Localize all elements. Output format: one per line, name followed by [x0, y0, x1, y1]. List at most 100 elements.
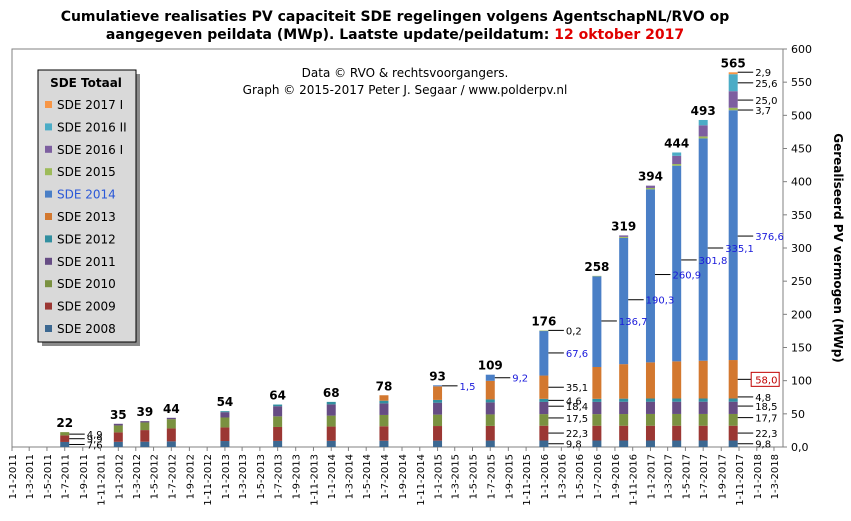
x-tick-label-21: 1-7-2014	[380, 454, 391, 499]
annotation-label-26: 17,7	[755, 414, 777, 425]
bar-segment-14-sde-2016-i	[672, 155, 682, 165]
bar-total-label-16: 565	[721, 56, 746, 70]
bar-segment-13-sde-2013	[645, 362, 655, 399]
legend-label-sde-2016-ii: SDE 2016 II	[57, 120, 127, 134]
annotation-label-27: 22,3	[755, 429, 777, 440]
bar-segment-16-sde-2017-i	[728, 72, 738, 75]
legend-swatch-sde-2010	[45, 280, 52, 288]
bar-segment-2-sde-2010	[140, 422, 150, 431]
bar-total-label-5: 64	[269, 389, 286, 403]
bar-segment-13-sde-2008	[645, 440, 655, 447]
bar-segment-9-sde-2008	[485, 440, 495, 447]
bar-total-label-10: 176	[531, 315, 556, 329]
title-date: 12 oktober 2017	[554, 27, 685, 43]
x-tick-label-0: 1-1-2011	[8, 454, 19, 499]
y-tick-label-1: 50	[791, 408, 805, 421]
bar-segment-5-sde-2011	[273, 406, 283, 417]
bar-segment-1-sde-2009	[113, 432, 123, 442]
bar-segment-16-sde-2009	[728, 425, 738, 441]
y-tick-label-8: 400	[791, 176, 812, 189]
x-tick-label-7: 1-3-2012	[132, 454, 143, 499]
bar-segment-6-sde-2012	[326, 401, 336, 405]
bar-segment-11-sde-2009	[592, 425, 602, 441]
bar-segment-2-sde-2008	[140, 441, 150, 447]
title-line-1: Cumulatieve realisaties PV capaciteit SD…	[60, 9, 730, 25]
bar-total-label-14: 444	[664, 136, 689, 150]
x-axis: 1-1-2011 1-3-2011 1-5-2011 1-7-2011 1-9-2011…	[8, 447, 781, 506]
x-tick-label-23: 1-11-2014	[416, 454, 427, 506]
bar-total-label-13: 394	[638, 170, 663, 184]
bar-segment-3-sde-2010	[166, 419, 176, 429]
annotation-label-13: 136,7	[619, 317, 648, 328]
bar-segment-16-sde-2011	[728, 401, 738, 414]
x-tick-label-12: 1-1-2013	[221, 454, 232, 499]
bar-segment-10-sde-2014	[539, 330, 549, 376]
x-tick-label-11: 1-11-2012	[203, 454, 214, 506]
y-tick-label-11: 550	[791, 76, 812, 89]
bar-total-label-7: 78	[376, 379, 393, 393]
bar-total-label-11: 258	[584, 260, 609, 274]
bar-segment-4-sde-2009	[220, 427, 230, 442]
y-tick-label-12: 600	[791, 43, 812, 56]
legend-swatch-sde-2016-ii	[45, 123, 52, 131]
bar-segment-4-sde-2010	[220, 417, 230, 428]
annotations-group: 4,99,97,6 1,5 9,2 0,2 67,6 35,1 4,618,417,5 22,…	[69, 68, 784, 451]
bar-segment-3-sde-2008	[166, 441, 176, 447]
legend-label-sde-2012: SDE 2012	[57, 232, 116, 246]
bar-total-label-0: 22	[56, 416, 73, 430]
bar-segment-5-sde-2010	[273, 416, 283, 427]
legend-label-sde-2008: SDE 2008	[57, 322, 116, 336]
annotation-label-22: 376,6	[755, 232, 784, 243]
bar-segment-15-sde-2008	[698, 440, 708, 447]
annotation-label-1: 9,9	[87, 435, 103, 446]
bar-segment-7-sde-2012	[379, 400, 389, 404]
annotation-label-20: 25,0	[755, 96, 777, 107]
bar-segment-15-sde-2015	[698, 136, 708, 139]
legend-label-sde-2011: SDE 2011	[57, 255, 116, 269]
legend-swatch-sde-2008	[45, 325, 52, 332]
x-tick-label-10: 1-9-2012	[185, 454, 196, 499]
annotation-label-25: 18,5	[755, 402, 777, 413]
legend-label-sde-2016-i: SDE 2016 I	[57, 143, 123, 157]
bar-segment-3-sde-2011	[166, 417, 176, 420]
legend-swatch-sde-2016-i	[45, 145, 52, 153]
legend-label-sde-2013: SDE 2013	[57, 210, 116, 224]
annotation-label-7: 35,1	[566, 383, 588, 394]
x-tick-label-32: 1-5-2016	[575, 454, 586, 499]
bar-segment-4-sde-2008	[220, 441, 230, 447]
bar-segment-13-sde-2011	[645, 401, 655, 414]
annotation-label-8: 4,6	[566, 396, 582, 407]
bar-segment-6-sde-2009	[326, 426, 336, 441]
x-tick-label-30: 1-1-2016	[540, 454, 551, 499]
bar-segment-8-sde-2008	[433, 440, 443, 447]
bar-segment-10-sde-2010	[539, 414, 549, 426]
credit-line-1: Data © RVO & rechtsvoorgangers.	[302, 66, 509, 80]
legend-swatch-sde-2013	[45, 213, 52, 220]
bar-segment-15-sde-2016-i	[698, 125, 708, 137]
bar-segment-12-sde-2016-i	[619, 235, 629, 237]
x-tick-label-17: 1-11-2013	[309, 454, 320, 506]
bar-segment-11-sde-2015	[592, 275, 602, 277]
title-line-2-text: aangegeven peildata (MWp). Laatste updat…	[105, 27, 550, 43]
x-tick-label-24: 1-1-2015	[434, 454, 445, 499]
x-tick-label-33: 1-7-2016	[593, 454, 604, 499]
y-tick-label-9: 450	[791, 143, 812, 156]
x-tick-label-40: 1-9-2017	[717, 454, 728, 499]
x-tick-label-20: 1-5-2014	[362, 454, 373, 499]
bar-segment-5-sde-2008	[273, 440, 283, 447]
bar-segment-9-sde-2011	[485, 402, 495, 415]
bar-segment-16-sde-2015	[728, 107, 738, 111]
bar-segment-12-sde-2013	[619, 364, 629, 399]
bar-segment-10-sde-2012	[539, 398, 549, 402]
credit-line-2: Graph © 2015-2017 Peter J. Segaar / www.…	[243, 83, 568, 97]
bar-segment-14-sde-2015	[672, 164, 682, 166]
bar-segment-9-sde-2012	[485, 399, 495, 403]
bar-segment-4-sde-2012	[220, 411, 230, 413]
bar-segment-12-sde-2014	[619, 237, 629, 365]
bar-total-label-8: 93	[429, 369, 446, 383]
bar-segment-15-sde-2010	[698, 413, 708, 426]
bar-segment-16-sde-2008	[728, 440, 738, 447]
bar-segment-12-sde-2012	[619, 398, 629, 402]
y-tick-label-10: 500	[791, 109, 812, 122]
annotation-label-4: 9,2	[512, 374, 528, 385]
